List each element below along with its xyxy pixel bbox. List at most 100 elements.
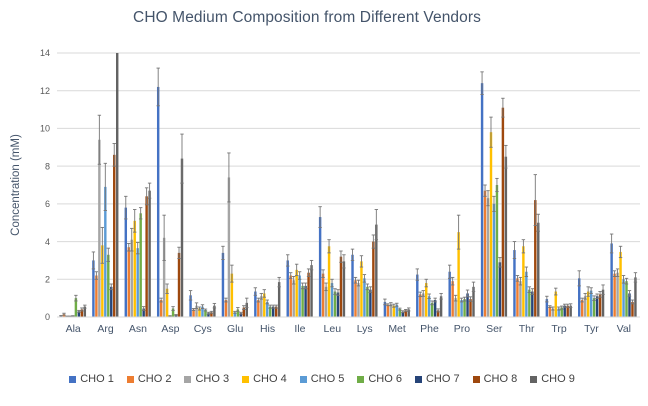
bar-cho3-val [616, 272, 619, 317]
bar-cho6-ile [301, 285, 304, 317]
bar-cho8-tyr [598, 294, 602, 317]
bar-cho7-lys [369, 289, 372, 317]
legend-swatch [299, 375, 307, 383]
bar-cho5-pro [460, 300, 463, 317]
y-tick-label: 12 [40, 86, 50, 96]
y-tick-label: 2 [45, 274, 50, 284]
bar-cho7-ile [304, 285, 307, 317]
bar-cho2-tyr [581, 300, 584, 317]
bar-cho4-ile [295, 269, 298, 317]
bar-cho9-ala [83, 306, 87, 317]
bar-cho8-cys [210, 312, 213, 317]
bar-cho1-pro [448, 271, 451, 317]
bar-cho9-met [407, 309, 410, 317]
bar-cho4-ser [489, 132, 493, 317]
bar-cho7-trp [563, 305, 566, 317]
bar-cho5-leu [330, 283, 334, 317]
bar-cho3-tyr [583, 296, 587, 317]
bar-cho8-asp [177, 252, 181, 317]
bar-cho3-leu [324, 286, 328, 317]
bar-cho2-pro [451, 281, 454, 317]
x-category-label: His [260, 323, 275, 335]
bar-cho4-asp [165, 288, 169, 317]
bar-cho6-his [269, 306, 272, 317]
legend-item-cho6: CHO 6 [357, 373, 402, 385]
bar-cho9-cys [213, 305, 216, 317]
bar-cho4-arg [101, 245, 104, 317]
bar-cho1-thr [513, 250, 516, 317]
bar-cho6-leu [333, 291, 337, 317]
bar-cho4-pro [457, 232, 460, 317]
bar-cho3-lys [357, 283, 360, 317]
bar-cho8-arg [113, 154, 116, 317]
bar-cho3-asn [130, 239, 133, 317]
bar-cho6-met [398, 309, 401, 317]
bar-cho9-asp [180, 158, 184, 317]
bar-cho3-thr [519, 281, 522, 317]
x-category-label: Ala [66, 323, 81, 335]
legend-label: CHO 8 [483, 373, 518, 385]
legend-swatch [414, 375, 422, 383]
chart-title: CHO Medium Composition from Different Ve… [133, 9, 481, 26]
bar-cho9-his [277, 282, 281, 317]
bar-cho2-asn [127, 247, 130, 317]
bar-cho8-ala [80, 309, 84, 317]
bar-cho9-pro [472, 286, 475, 317]
x-category-label: Val [617, 323, 631, 335]
bar-cho8-trp [566, 305, 569, 317]
bar-cho4-leu [327, 246, 331, 317]
bar-cho1-asn [124, 207, 128, 317]
x-category-label: Leu [324, 323, 342, 335]
bar-cho3-ile [292, 280, 295, 317]
bar-cho8-asn [145, 196, 148, 317]
bar-cho7-val [628, 293, 631, 317]
y-tick-label: 14 [40, 48, 50, 58]
bar-cho8-thr [534, 200, 537, 317]
bar-cho2-thr [516, 278, 519, 317]
x-category-label: Pro [454, 323, 471, 335]
bar-cho2-asp [159, 300, 163, 317]
legend-label: CHO 6 [368, 373, 402, 385]
x-category-label: Lys [357, 323, 373, 335]
bar-cho5-glu [233, 312, 237, 317]
bar-cho6-tyr [592, 298, 596, 317]
x-category-label: Cys [194, 323, 212, 335]
bar-cho7-his [271, 306, 275, 317]
legend-item-cho3: CHO 3 [184, 373, 229, 385]
bar-cho1-ser [480, 83, 484, 317]
legend-label: CHO 1 [80, 373, 114, 385]
bar-cho7-arg [110, 286, 113, 317]
bar-cho7-ala [77, 311, 81, 317]
y-tick-label: 4 [45, 237, 50, 247]
bar-cho6-ser [495, 185, 499, 317]
bar-cho5-ile [298, 275, 301, 317]
x-category-label: Phe [420, 323, 439, 335]
bar-cho3-glu [227, 177, 231, 317]
bar-cho3-his [260, 296, 263, 317]
bar-cho9-thr [537, 222, 540, 317]
bar-cho6-lys [366, 286, 369, 317]
bar-cho3-ser [486, 198, 490, 317]
y-tick-label: 0 [45, 312, 50, 322]
bar-cho9-ser [504, 156, 508, 317]
bar-cho6-asp [171, 308, 175, 317]
legend-swatch [472, 375, 480, 383]
legend-item-cho2: CHO 2 [126, 373, 171, 385]
legend-item-cho8: CHO 8 [472, 373, 518, 385]
bar-cho7-met [401, 311, 404, 317]
bar-cho1-tyr [578, 278, 581, 317]
bar-cho9-glu [245, 302, 248, 317]
y-tick-label: 10 [40, 124, 50, 134]
chart-legend: CHO 1 CHO 2 CHO 3 CHO 4 CHO 5 CHO 6 CHO 7 CHO 8… [0, 373, 644, 385]
legend-item-cho9: CHO 9 [530, 373, 575, 385]
bar-cho5-cys [201, 306, 204, 317]
bar-cho2-glu [224, 300, 228, 317]
bar-cho6-val [625, 281, 628, 317]
legend-label: CHO 7 [425, 373, 460, 385]
bar-cho1-his [254, 291, 257, 317]
bar-cho3-trp [551, 308, 555, 317]
bar-cho5-arg [104, 186, 107, 317]
bar-cho8-met [404, 310, 407, 317]
